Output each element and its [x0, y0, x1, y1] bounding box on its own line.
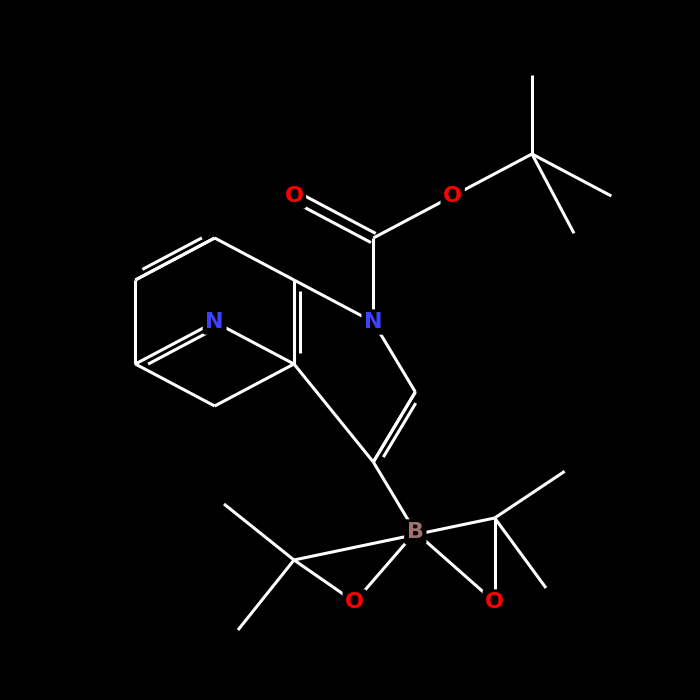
Text: O: O: [345, 592, 364, 612]
Text: N: N: [205, 312, 224, 332]
Text: O: O: [443, 186, 462, 206]
Text: O: O: [284, 186, 304, 206]
Text: B: B: [407, 522, 424, 542]
Text: N: N: [364, 312, 383, 332]
Text: O: O: [485, 592, 504, 612]
